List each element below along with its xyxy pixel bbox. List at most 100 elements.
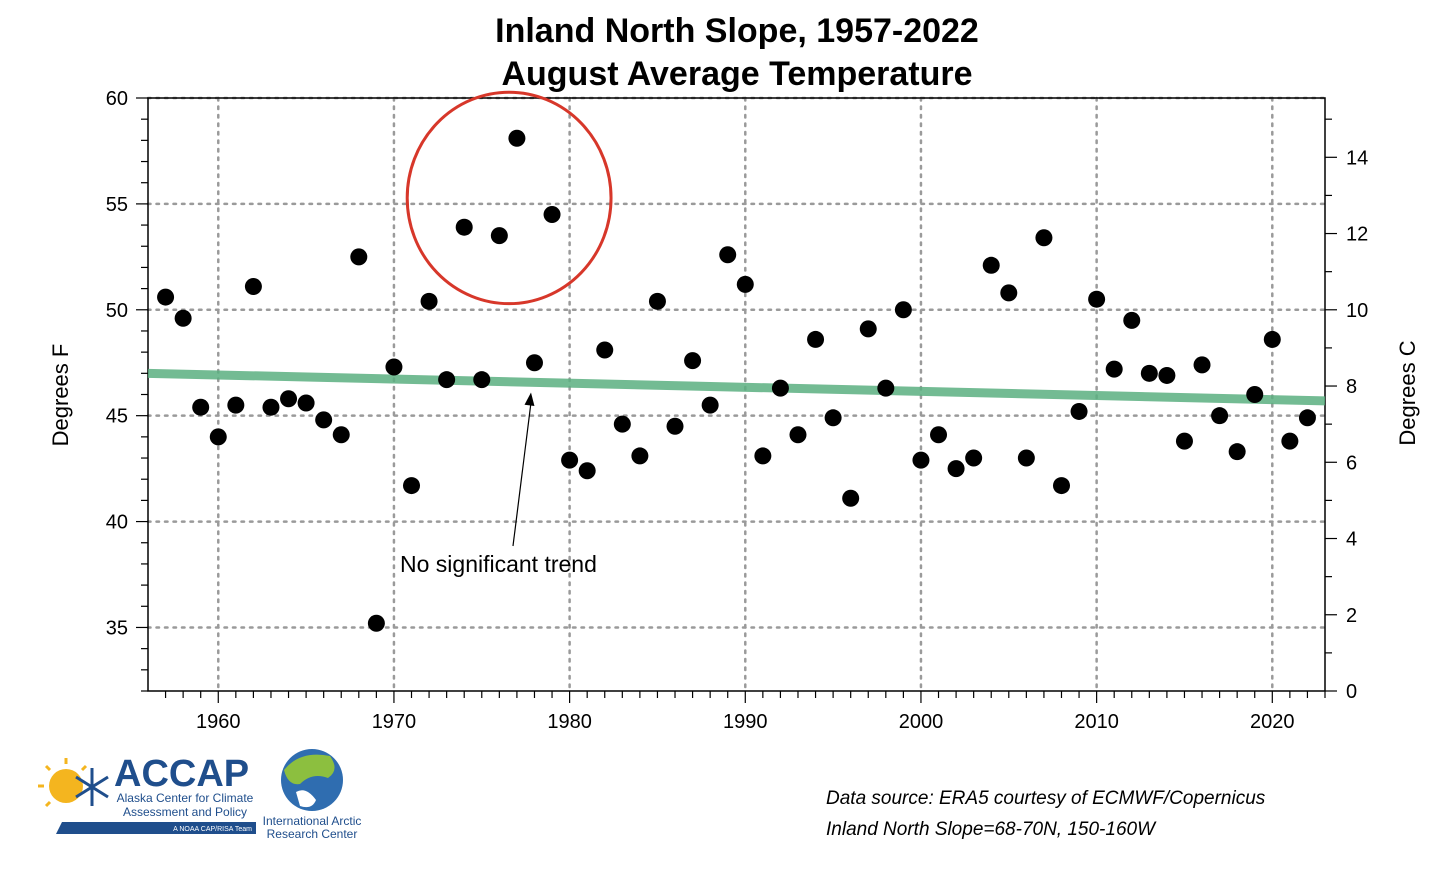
data-point (280, 390, 298, 408)
data-point (332, 426, 350, 444)
data-point (912, 451, 930, 469)
data-point (385, 358, 403, 376)
data-point (1228, 443, 1246, 461)
data-point (438, 371, 456, 389)
data-point (596, 341, 614, 359)
data-point (525, 354, 543, 372)
y-axis-label-right: Degrees C (1395, 340, 1420, 445)
y-right-tick-labels: 0 2 4 6 8 10 12 14 (1346, 147, 1368, 703)
y-left-tick-label: 60 (106, 88, 128, 110)
y-left-tick-labels: 35 40 45 50 55 60 (106, 88, 128, 639)
data-point (807, 330, 825, 348)
y-right-tick-label: 14 (1346, 147, 1368, 169)
accap-line1: Alaska Center for Climate (117, 791, 254, 805)
data-point (578, 462, 596, 480)
data-point (613, 415, 631, 433)
data-point (367, 614, 385, 632)
iarc-logo: International Arctic Research Center (263, 749, 362, 841)
data-point (982, 256, 1000, 274)
data-point (631, 447, 649, 465)
data-point (666, 417, 684, 435)
chart-subtitle: August Average Temperature (501, 55, 972, 93)
data-point (420, 292, 438, 310)
x-tick-label: 2000 (899, 711, 944, 733)
y-right-tick-label: 4 (1346, 529, 1357, 551)
y-left-tick-label: 50 (106, 300, 128, 322)
accap-band (56, 822, 256, 834)
data-point (947, 460, 965, 478)
data-point (315, 411, 333, 429)
x-tick-label: 2020 (1250, 711, 1295, 733)
annotation: No significant trend (400, 392, 597, 577)
data-point (754, 447, 772, 465)
data-point (930, 426, 948, 444)
data-point (209, 428, 227, 446)
data-point (244, 277, 262, 295)
data-point (543, 205, 561, 223)
y-right-tick-label: 8 (1346, 376, 1357, 398)
sun-icon (38, 758, 88, 808)
data-point (736, 275, 754, 293)
x-tick-label: 1970 (372, 711, 417, 733)
data-point (1175, 432, 1193, 450)
data-point (1123, 311, 1141, 329)
iarc-line1: International Arctic (263, 814, 362, 828)
annotation-arrowhead (524, 392, 535, 406)
data-points (157, 129, 1316, 632)
data-point (297, 394, 315, 412)
annotation-arrow (512, 402, 532, 547)
data-point (894, 301, 912, 319)
data-point (1035, 229, 1053, 247)
data-point (227, 396, 245, 414)
iarc-line2: Research Center (267, 827, 358, 841)
y-axis-label-left: Degrees F (48, 344, 73, 447)
accap-logo: ACCAP Alaska Center for Climate Assessme… (38, 753, 256, 834)
data-point (771, 379, 789, 397)
data-point (1052, 477, 1070, 495)
x-tick-label: 1980 (547, 711, 592, 733)
data-point (157, 288, 175, 306)
y-right-tick-label: 0 (1346, 681, 1357, 703)
x-tick-labels: 1960 1970 1980 1990 2000 2010 2020 (196, 711, 1295, 733)
data-point (403, 477, 421, 495)
data-point (1000, 284, 1018, 302)
data-point (490, 227, 508, 245)
accap-tag: A NOAA CAP/RISA Team (173, 826, 252, 833)
data-point (859, 320, 877, 338)
data-point (473, 371, 491, 389)
y-right-tick-label: 2 (1346, 605, 1357, 627)
data-point (824, 409, 842, 427)
data-point (1140, 364, 1158, 382)
data-point (1193, 356, 1211, 374)
data-point (842, 489, 860, 507)
data-point (561, 451, 579, 469)
data-point (965, 449, 983, 467)
y-right-tick-label: 10 (1346, 300, 1368, 322)
y-right-tick-label: 12 (1346, 224, 1368, 246)
accap-line2: Assessment and Policy (123, 805, 247, 819)
data-point (701, 396, 719, 414)
data-point (1088, 290, 1106, 308)
y-left-tick-label: 40 (106, 512, 128, 534)
x-tick-label: 2010 (1074, 711, 1119, 733)
data-point (174, 309, 192, 327)
accap-name: ACCAP (114, 753, 249, 795)
trend-line (147, 368, 1326, 406)
snowflake-icon (75, 768, 109, 806)
data-point (1211, 407, 1229, 425)
data-point (1246, 386, 1264, 403)
data-point (350, 248, 368, 266)
data-point (192, 398, 210, 416)
highlight-circle (405, 90, 613, 306)
data-point (648, 292, 666, 310)
data-point (1070, 402, 1088, 420)
data-point (1017, 449, 1035, 467)
data-point (508, 129, 526, 147)
y-left-tick-label: 35 (106, 617, 128, 639)
x-tick-label: 1960 (196, 711, 241, 733)
data-point (1158, 366, 1176, 384)
data-point (262, 398, 280, 416)
y-right-tick-label: 6 (1346, 452, 1357, 474)
data-point (684, 352, 702, 370)
y-left-tick-label: 45 (106, 406, 128, 428)
